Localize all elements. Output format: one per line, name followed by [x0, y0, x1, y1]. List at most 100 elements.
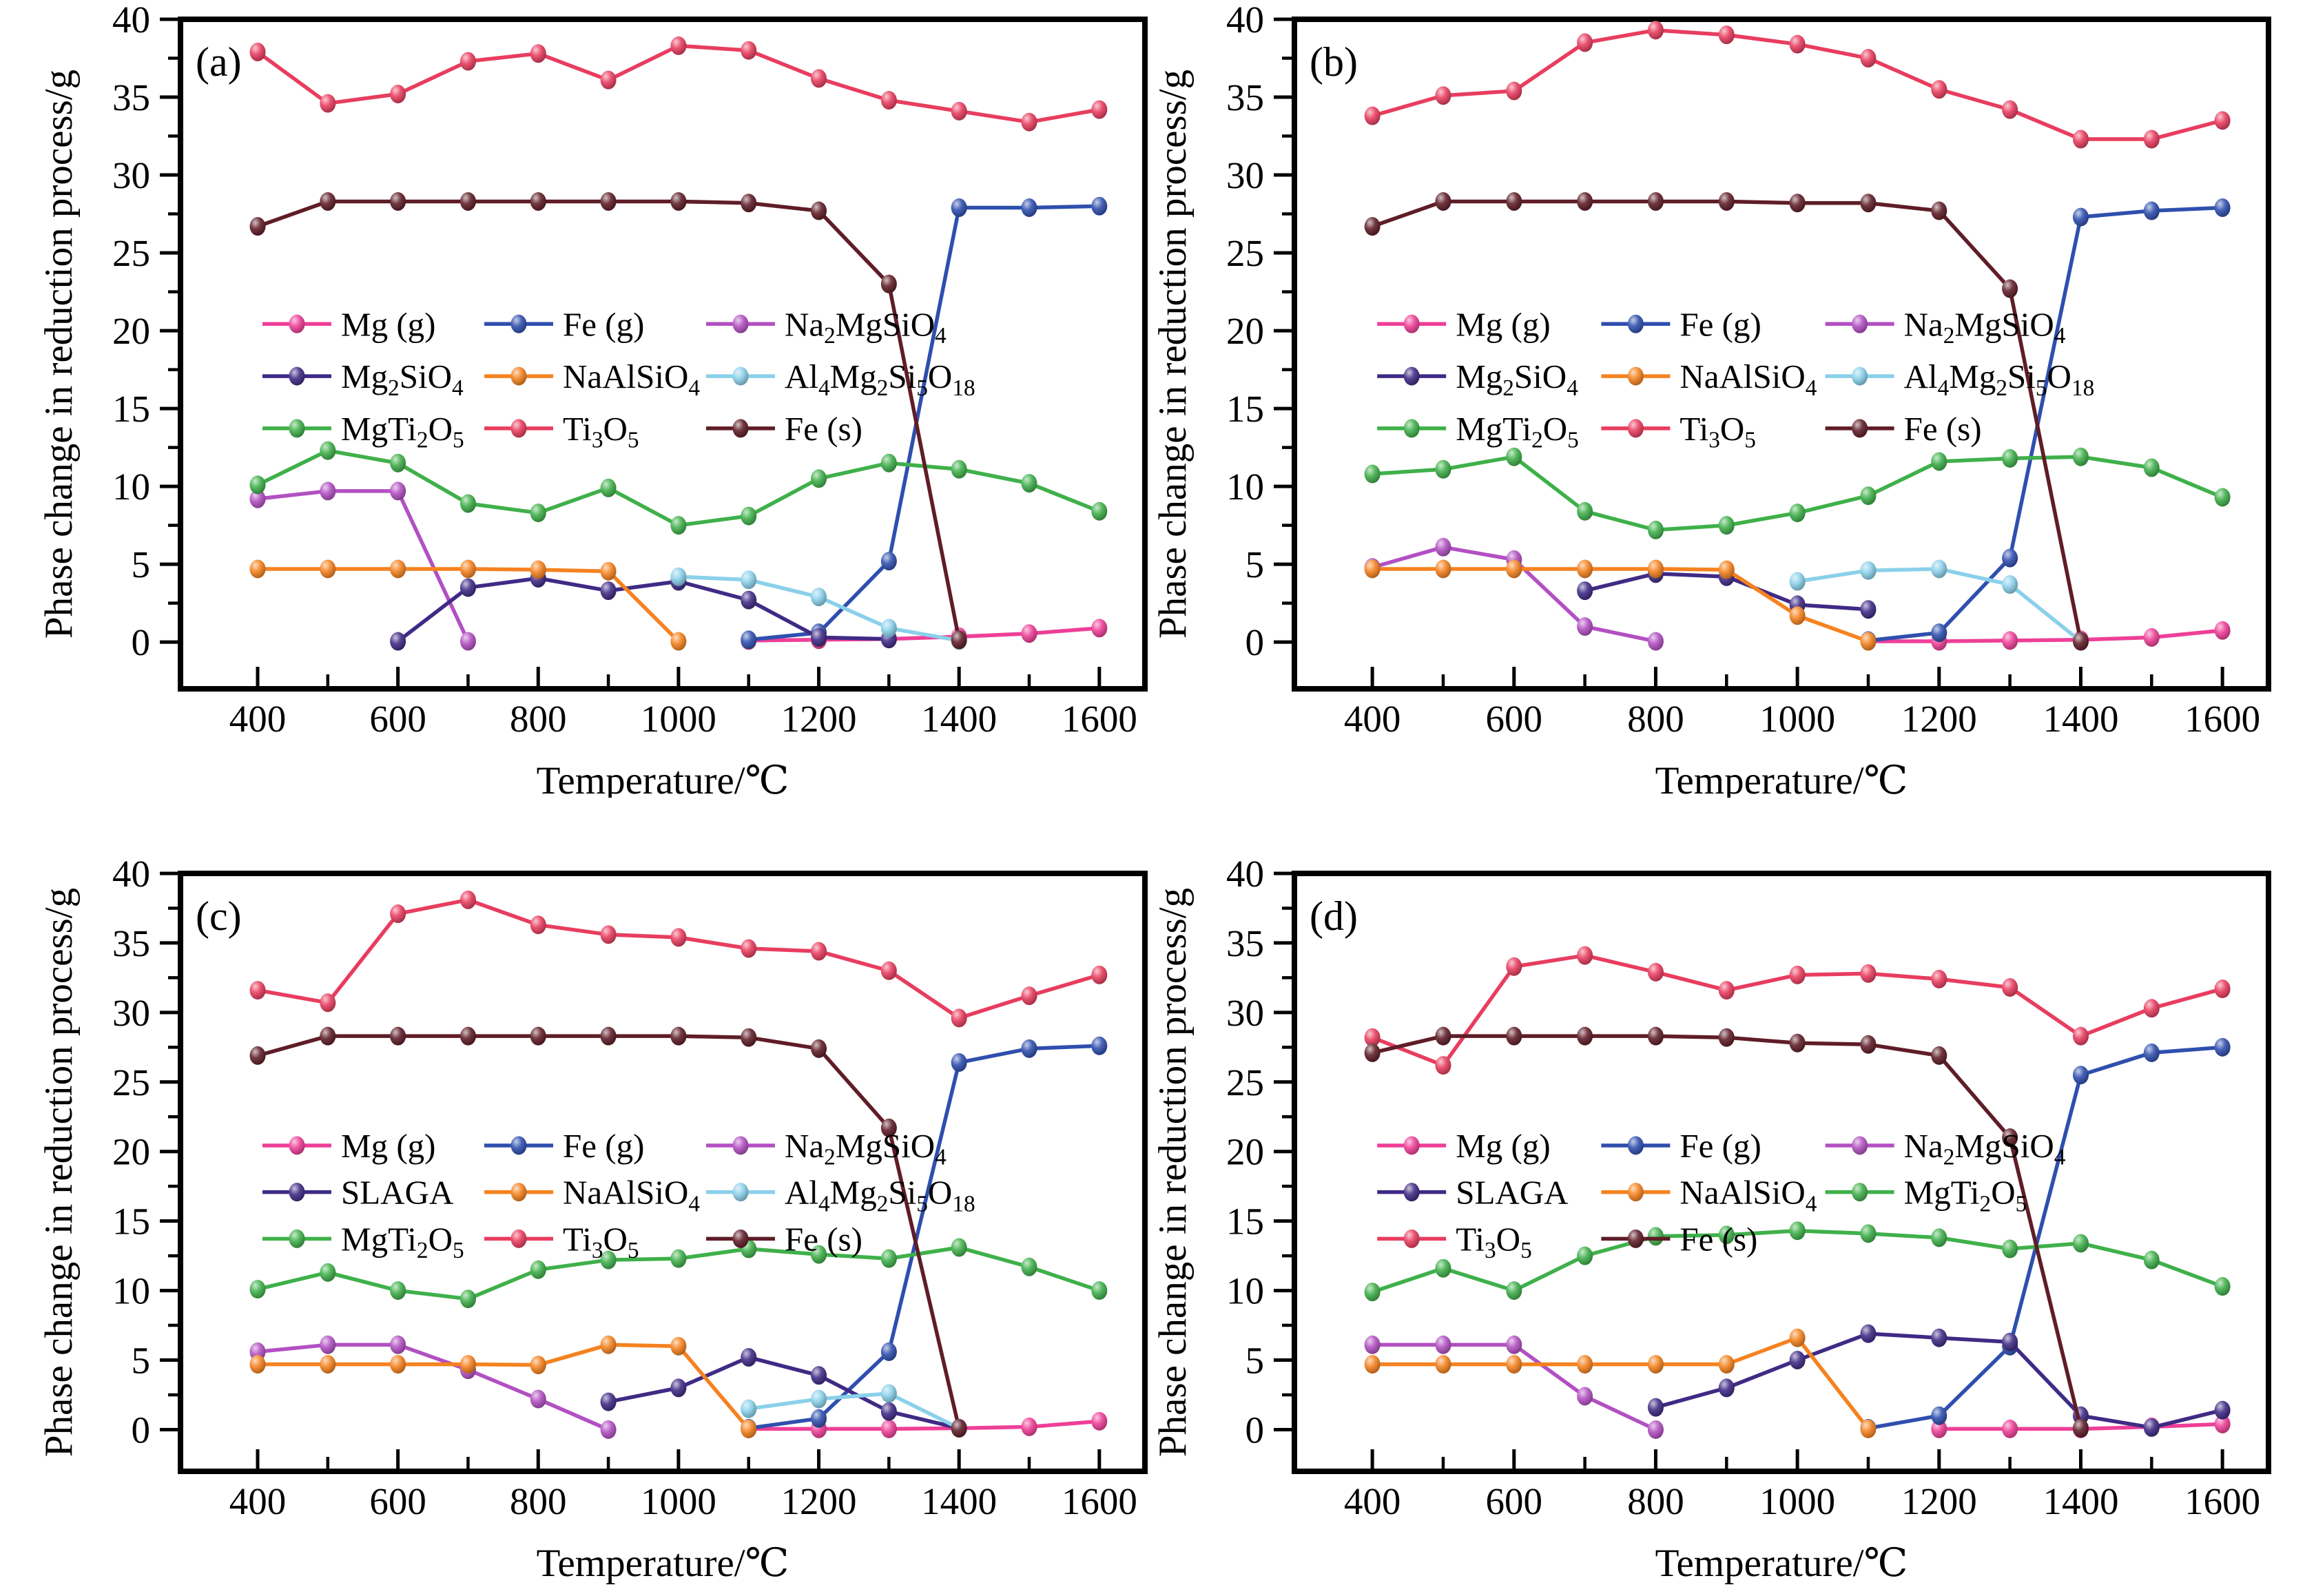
data-point-mgti2o5 [670, 1249, 687, 1268]
legend-item-mgti2o5: MgTi2O5 [262, 1220, 464, 1263]
data-point-mgti2o5 [2002, 1239, 2018, 1258]
legend-item-fe-s: Fe (s) [706, 1220, 862, 1258]
data-point-mgti2o5 [880, 453, 897, 473]
data-point-mgti2o5 [670, 516, 687, 535]
data-point-slaga [811, 1366, 827, 1385]
data-point-slaga [600, 1392, 617, 1411]
legend-item-mg2sio4: Mg2SiO4 [1377, 357, 1578, 401]
data-point-fe-s [2002, 1128, 2018, 1148]
data-point-fe-s [1577, 1026, 1593, 1046]
data-point-fe-s [320, 1026, 336, 1046]
legend-label-fe-s: Fe (s) [1904, 410, 1982, 448]
data-point-fe-g [1931, 623, 1947, 643]
data-point-mg-g [1021, 1417, 1037, 1436]
data-point-naalsio4 [1789, 1328, 1806, 1347]
data-point-ti3o5 [880, 91, 897, 110]
x-tick-label: 1600 [2184, 698, 2260, 740]
y-tick-label: 40 [1226, 0, 1264, 41]
data-point-ti3o5 [880, 961, 897, 980]
data-point-mgti2o5 [1789, 1221, 1806, 1241]
x-tick-label: 1000 [1759, 1480, 1835, 1522]
data-point-ti3o5 [459, 890, 476, 909]
legend-item-fe-g: Fe (g) [484, 305, 644, 343]
data-point-naalsio4 [600, 561, 617, 581]
data-point-naalsio4 [1647, 1355, 1664, 1374]
data-point-naalsio4 [670, 1336, 687, 1356]
data-point-al4mg2si5o18 [811, 1389, 827, 1409]
data-point-fe-s [880, 1118, 897, 1137]
legend-label-naalsio4: NaAlSiO4 [563, 357, 700, 401]
data-point-na2mgsio4 [1577, 1387, 1593, 1406]
data-point-fe-s [2072, 632, 2089, 651]
data-point-naalsio4 [1647, 559, 1664, 579]
legend-label-ti3o5: Ti3O5 [1456, 1220, 1532, 1263]
legend-label-na2mgsio4: Na2MgSiO4 [785, 305, 947, 349]
data-point-naalsio4 [741, 1419, 757, 1438]
data-point-slaga [741, 1347, 757, 1367]
x-tick-label: 600 [1486, 1480, 1543, 1522]
x-axis-label: Temperature/℃ [537, 1542, 789, 1585]
data-point-naalsio4 [1577, 559, 1593, 579]
legend-item-fe-s: Fe (s) [1601, 1220, 1757, 1258]
data-point-slaga [670, 1378, 687, 1398]
data-point-mg2sio4 [600, 581, 617, 601]
series-fe-s [1364, 1026, 2089, 1438]
data-point-fe-s [1860, 194, 1877, 213]
legend-item-fe-s: Fe (s) [706, 410, 862, 448]
legend-label-naalsio4: NaAlSiO4 [1679, 1174, 1817, 1217]
series-ti3o5 [249, 890, 1108, 1028]
data-point-ti3o5 [1364, 1028, 1381, 1047]
plot-border [178, 871, 1148, 1474]
plot-border [1292, 17, 2271, 692]
y-tick-label: 25 [112, 1061, 150, 1103]
legend-item-al4mg2si5o18: Al4Mg2Si5O18 [706, 357, 975, 401]
legend-marker-mg2sio4 [289, 366, 305, 386]
data-point-fe-s [249, 1046, 266, 1065]
data-point-naalsio4 [600, 1335, 617, 1354]
data-point-mg-g [2143, 628, 2160, 647]
legend-marker-ti3o5 [510, 1229, 527, 1248]
data-point-ti3o5 [1931, 80, 1947, 99]
legend-item-mgti2o5: MgTi2O5 [1825, 1174, 2027, 1216]
y-axis-label: Phase change in reduction process/g [37, 70, 81, 639]
series-ti3o5 [1364, 21, 2231, 149]
data-point-ti3o5 [600, 925, 617, 944]
data-point-fe-g [811, 1409, 827, 1428]
y-tick-label: 5 [132, 1340, 151, 1382]
y-tick-label: 20 [1226, 310, 1264, 352]
legend-label-naalsio4: NaAlSiO4 [1679, 357, 1817, 401]
legend: Mg (g) Fe (g) Na2MgSiO4 SLAGA NaAlSiO4 MgTi2O… [1377, 1127, 2066, 1263]
y-tick-label: 30 [1226, 154, 1264, 196]
data-point-fe-s [600, 191, 617, 211]
data-point-fe-s [1789, 1033, 1806, 1053]
legend-item-mg-g: Mg (g) [262, 1127, 435, 1165]
x-tick-label: 800 [510, 1480, 567, 1522]
data-point-mgti2o5 [2002, 448, 2018, 468]
legend-item-ti3o5: Ti3O5 [1377, 1220, 1532, 1263]
data-point-mgti2o5 [1718, 516, 1735, 535]
legend-marker-fe-g [510, 1136, 527, 1155]
data-point-na2mgsio4 [249, 489, 266, 508]
legend-label-al4mg2si5o18: Al4Mg2Si5O18 [785, 357, 975, 401]
legend-item-fe-g: Fe (g) [484, 1127, 644, 1165]
series-mg2sio4 [390, 569, 897, 651]
legend-marker-naalsio4 [510, 1183, 527, 1202]
legend-item-mg-g: Mg (g) [1377, 1127, 1551, 1165]
data-point-fe-s [600, 1026, 617, 1046]
y-tick-label: 40 [1226, 853, 1264, 895]
data-point-al4mg2si5o18 [880, 619, 897, 638]
data-point-al4mg2si5o18 [1789, 572, 1806, 591]
data-point-mgti2o5 [390, 1281, 406, 1300]
legend-marker-ti3o5 [1403, 1229, 1420, 1248]
x-tick-label: 1000 [1759, 698, 1835, 740]
series-na2mgsio4 [1364, 1335, 1664, 1439]
data-point-naalsio4 [530, 1356, 546, 1375]
panel-letter: (a) [196, 39, 242, 85]
data-point-slaga [2002, 1332, 2018, 1351]
data-point-mgti2o5 [249, 475, 266, 495]
legend-label-fe-g: Fe (g) [1679, 1127, 1761, 1165]
series-naalsio4 [1364, 1328, 1877, 1438]
x-axis-label: Temperature/℃ [1655, 759, 1908, 798]
data-point-slaga [1931, 1328, 1947, 1347]
data-point-naalsio4 [1718, 1355, 1735, 1374]
